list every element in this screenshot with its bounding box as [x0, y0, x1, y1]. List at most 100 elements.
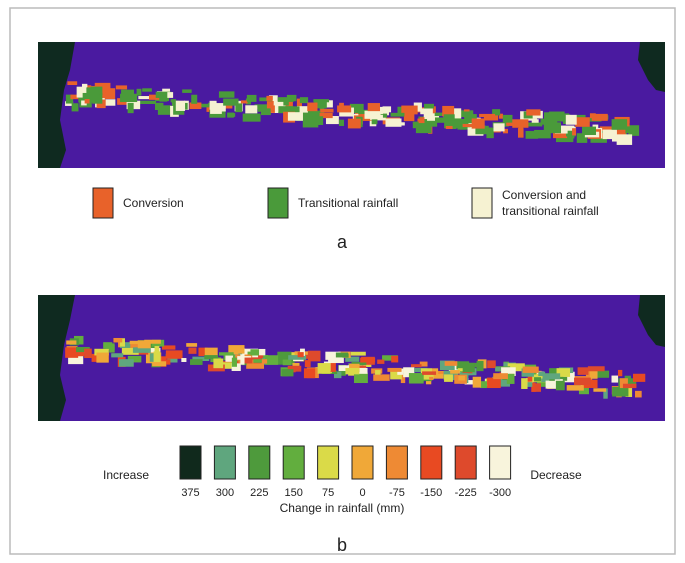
map-pixel: [282, 369, 294, 376]
map-pixel: [308, 351, 321, 362]
map-pixel: [283, 360, 292, 366]
map-pixel: [210, 101, 217, 110]
map-pixel: [435, 117, 447, 122]
map-pixel: [411, 364, 421, 367]
map-pixel: [612, 119, 628, 130]
map-pixel: [240, 354, 244, 364]
map-pixel: [121, 90, 134, 95]
legend-swatch: [472, 188, 492, 218]
map-pixel: [519, 127, 524, 132]
map-pixel: [535, 383, 541, 392]
panel-label: b: [337, 535, 347, 555]
map-pixel: [534, 377, 541, 381]
map-pixel: [155, 103, 163, 110]
map-pixel: [87, 92, 99, 95]
scale-tick-label: -300: [489, 487, 511, 499]
map-pixel: [223, 99, 238, 106]
map-pixel: [416, 123, 432, 133]
map-pixel: [271, 105, 275, 112]
scale-swatch: [421, 446, 442, 479]
map-pixel: [458, 376, 464, 381]
scale-swatch: [180, 446, 201, 479]
page: a Increase Decrease Change in rainfall (…: [0, 0, 685, 563]
map-pixel: [612, 387, 628, 397]
panel-label: a: [337, 232, 348, 252]
map-pixel: [219, 91, 234, 97]
map-pixel: [138, 96, 149, 99]
legend-swatch: [268, 188, 288, 218]
map-pixel: [588, 366, 605, 371]
map-pixel: [480, 381, 487, 388]
map-pixel: [486, 127, 493, 138]
map-pixel: [245, 105, 257, 113]
map-pixel: [633, 374, 645, 382]
map-pixel: [487, 378, 501, 388]
scale-tick-label: 375: [181, 487, 199, 499]
map-pixel: [176, 101, 185, 111]
map-pixel: [429, 377, 433, 380]
scale-swatch: [386, 446, 407, 479]
map-pixel: [506, 123, 523, 126]
map-a: [38, 42, 665, 168]
map-pixel: [590, 371, 598, 379]
map-pixel: [487, 360, 496, 368]
map-pixel: [313, 99, 329, 102]
map-pixel: [532, 119, 539, 123]
map-pixel: [473, 377, 481, 388]
figure: a Increase Decrease Change in rainfall (…: [0, 0, 685, 558]
map-pixel: [593, 388, 606, 391]
map-pixel: [119, 359, 134, 367]
map-pixel: [612, 376, 619, 383]
scale-tick-label: 75: [322, 487, 334, 499]
map-pixel: [300, 97, 308, 103]
map-pixel: [113, 338, 122, 342]
map-pixel: [320, 109, 333, 113]
map-pixel: [391, 113, 405, 117]
map-pixel: [67, 81, 77, 85]
map-pixel: [298, 352, 304, 357]
map-pixel: [261, 108, 271, 115]
map-pixel: [96, 353, 108, 363]
map-pixel: [422, 371, 436, 374]
map-pixel: [372, 119, 378, 124]
map-pixel: [307, 103, 317, 112]
scale-swatch: [249, 446, 270, 479]
map-pixel: [578, 367, 589, 375]
map-pixel: [243, 114, 261, 122]
map-pixel: [204, 355, 218, 359]
map-pixel: [450, 370, 460, 374]
map-pixel: [318, 363, 331, 374]
map-pixel: [592, 114, 608, 121]
map-pixel: [241, 100, 248, 103]
map-pixel: [345, 368, 359, 374]
map-pixel: [528, 122, 543, 126]
map-pixel: [181, 358, 186, 362]
map-pixel: [445, 361, 458, 366]
map-pixel: [477, 361, 484, 371]
map-pixel: [140, 101, 157, 104]
map-pixel: [523, 367, 539, 373]
scale-swatch: [283, 446, 304, 479]
map-pixel: [526, 109, 540, 115]
map-pixel: [337, 105, 351, 112]
map-pixel: [368, 103, 380, 111]
scale-left-label: Increase: [103, 468, 149, 482]
map-pixel: [446, 126, 453, 129]
map-pixel: [120, 94, 137, 102]
map-pixel: [186, 343, 197, 347]
map-pixel: [385, 118, 401, 126]
map-pixel: [128, 103, 134, 113]
map-pixel: [142, 88, 152, 91]
map-pixel: [409, 373, 424, 384]
map-pixel: [463, 124, 476, 127]
map-pixel: [182, 89, 192, 92]
map-pixel: [566, 115, 577, 125]
map-pixel: [109, 345, 115, 353]
scale-tick-label: 150: [285, 487, 303, 499]
map-pixel: [336, 353, 348, 358]
scale-title: Change in rainfall (mm): [280, 501, 405, 515]
map-pixel: [190, 359, 203, 365]
map-pixel: [420, 108, 433, 114]
map-pixel: [521, 378, 527, 389]
map-pixel: [227, 113, 234, 118]
